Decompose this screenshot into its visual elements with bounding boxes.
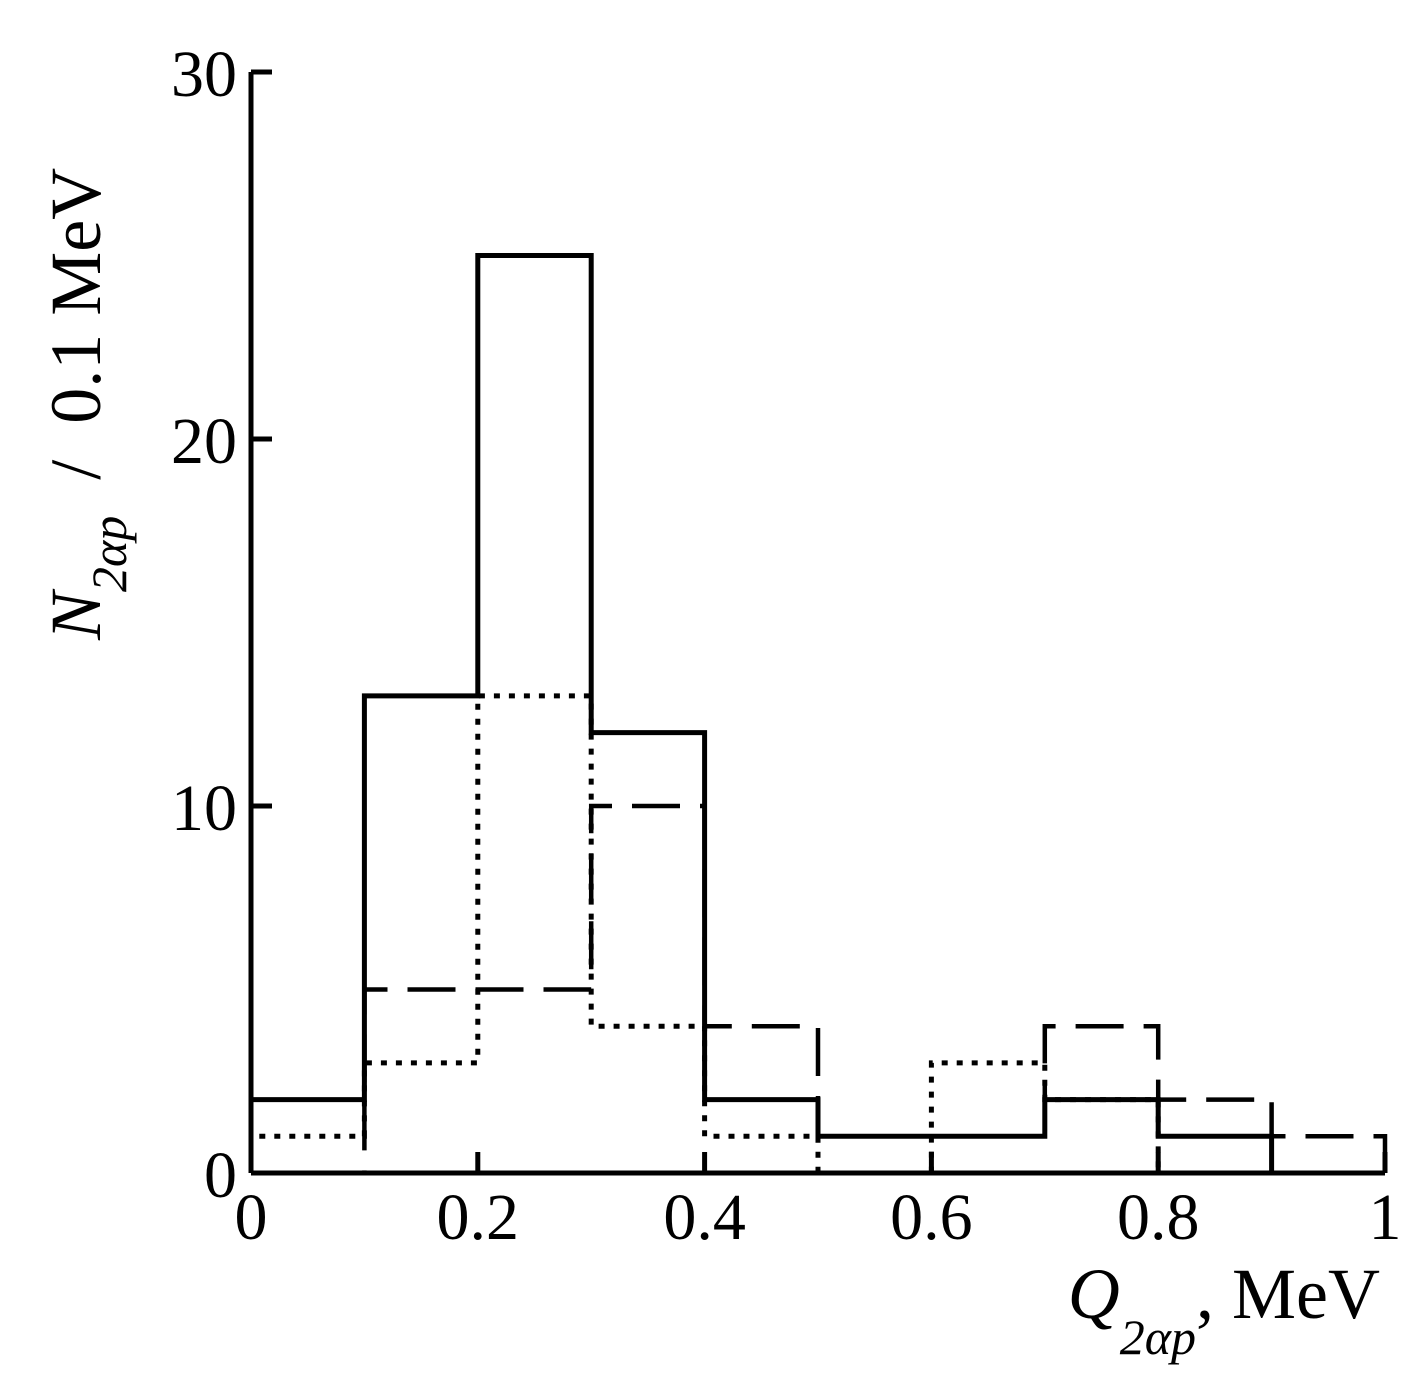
x-tick-label: 0	[235, 1181, 268, 1254]
x-tick-label: 1	[1369, 1181, 1402, 1254]
y-axis-title-main: N	[36, 588, 116, 641]
x-axis-title-units: , MeV	[1196, 1254, 1380, 1334]
x-axis-title-main: Q	[1068, 1254, 1120, 1334]
x-axis-title-subscript: 2αp	[1120, 1309, 1196, 1365]
ticks-layer: 0 10 20 30 0 0.2 0.4 0.6 0.8 1	[171, 38, 1402, 1254]
x-tick-label: 0.2	[437, 1181, 520, 1254]
y-tick-label: 10	[171, 772, 237, 845]
x-tick-label: 0.4	[663, 1181, 746, 1254]
series-layer	[248, 253, 1388, 1176]
histogram-series-solid	[248, 253, 1385, 1176]
y-axis-title-subscript: 2αp	[81, 516, 137, 592]
y-tick-label: 0	[204, 1139, 237, 1212]
y-tick-label: 30	[171, 38, 237, 111]
y-tick-label: 20	[171, 405, 237, 478]
x-axis-title: Q2αp, MeV	[1068, 1254, 1380, 1365]
y-axis-title-units: / 0.1 MeV	[36, 168, 116, 516]
x-tick-label: 0.6	[890, 1181, 973, 1254]
histogram-series-dotted	[248, 693, 1385, 1176]
x-tick-label: 0.8	[1117, 1181, 1200, 1254]
y-axis-title: N2αp / 0.1 MeV	[36, 168, 137, 641]
axes-layer	[248, 72, 1385, 1176]
